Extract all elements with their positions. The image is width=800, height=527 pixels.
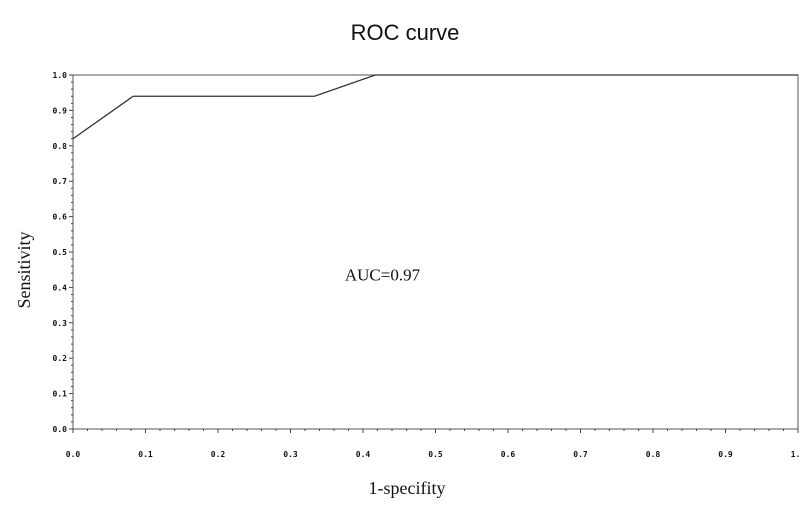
series-group: [72, 74, 798, 140]
x-tick-label: 0.8: [646, 450, 661, 459]
y-tick-label: 0.1: [53, 390, 68, 399]
y-tick-label: 0.0: [53, 425, 68, 434]
x-tick-label: 0.3: [283, 450, 298, 459]
y-tick-label: 0.3: [53, 319, 68, 328]
x-axis-label: 1-specifity: [369, 478, 446, 498]
y-tick-label: 0.5: [53, 248, 68, 257]
y-tick-label: 0.2: [53, 354, 68, 363]
x-axis: 0.0 0.1 0.2 0.3 0.4 0.5 0.6 0.7 0.8 0.9 1.0: [66, 429, 800, 459]
x-tick-label: 0.0: [66, 450, 81, 459]
x-tick-label: 0.6: [501, 450, 516, 459]
x-tick-label: 0.4: [356, 450, 371, 459]
plot-frame: [72, 74, 799, 430]
y-tick-label: 0.7: [53, 177, 68, 186]
x-tick-label: 0.2: [211, 450, 226, 459]
x-tick-label: 0.9: [718, 450, 733, 459]
y-tick-label: 0.9: [53, 106, 68, 115]
y-tick-label: 0.8: [53, 142, 68, 151]
x-tick-label: 0.1: [138, 450, 153, 459]
x-tick-label: 0.7: [573, 450, 588, 459]
chart-title: ROC curve: [351, 20, 460, 45]
y-tick-label: 0.6: [53, 213, 68, 222]
roc-curve-line: [72, 74, 798, 140]
y-axis: 0.0 0.1 0.2 0.3 0.4 0.5 0.6 0.7 0.8 0.9 1.0: [53, 71, 73, 434]
x-tick-label: 1.0: [791, 450, 800, 459]
y-tick-label: 0.4: [53, 283, 68, 292]
y-axis-label: Sensitivity: [14, 231, 34, 308]
annotations: AUC=0.97: [345, 265, 421, 284]
x-tick-label: 0.5: [428, 450, 443, 459]
auc-annotation: AUC=0.97: [345, 265, 421, 284]
y-tick-label: 1.0: [53, 71, 68, 80]
